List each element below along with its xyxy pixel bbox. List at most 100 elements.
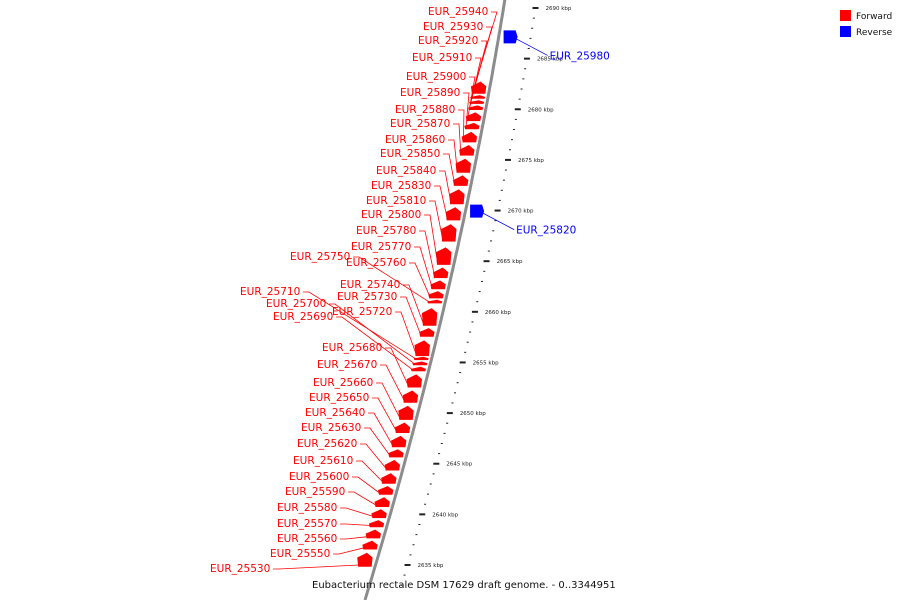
label-leader-forward [403,284,424,325]
gene-arrow-forward [361,539,379,551]
gene-label-forward: EUR_25740 [340,279,400,291]
tick-label: 2675 kbp [518,158,544,164]
gene-label-forward: EUR_25750 [290,251,350,263]
label-leader-forward [385,347,409,386]
gene-label-forward: EUR_25690 [273,311,333,323]
label-leader-forward [443,153,456,185]
label-leader-forward [414,246,433,288]
gene-track [356,30,518,568]
label-leader-forward [303,291,416,359]
gene-label-forward: EUR_25720 [332,306,392,318]
gene-label-forward: EUR_25680 [322,342,382,354]
gene-arrow-forward [370,508,388,519]
gene-label-forward: EUR_25870 [390,118,450,130]
tick-label: 2665 kbp [497,259,523,265]
gene-arrow-reverse [503,30,518,44]
genome-caption: Eubacterium rectale DSM 17629 draft geno… [312,580,616,591]
label-leader-forward [472,11,498,93]
label-leader-reverse [513,37,548,56]
gene-arrow-forward [368,519,385,528]
label-leader-forward [353,256,430,303]
strand-legend: Forward Reverse [840,10,893,38]
label-leader-forward [333,547,365,555]
gene-arrow-forward [454,158,472,174]
gene-arrow-forward [356,552,374,568]
gene-arrow-forward [364,528,382,540]
gene-label-forward: EUR_25710 [240,286,300,298]
gene-label-forward: EUR_25590 [285,486,345,498]
tick-label: 2670 kbp [508,209,534,215]
gene-arrow-forward [411,360,429,366]
label-leader-forward [424,214,439,264]
gene-label-forward: EUR_25530 [210,563,270,575]
gene-arrow-forward [402,389,419,404]
gene-label-forward: EUR_25890 [400,87,460,99]
label-leader-forward [463,92,470,128]
gene-label-reverse: EUR_25820 [516,225,576,237]
legend-reverse-swatch [840,26,851,37]
gene-label-forward: EUR_25830 [371,180,431,192]
gene-label-forward: EUR_25900 [406,71,466,83]
gene-arrow-forward [384,459,401,472]
gene-label-forward: EUR_25730 [337,291,397,303]
tick-label: 2650 kbp [460,411,486,417]
gene-arrow-forward [412,356,430,361]
gene-label-forward: EUR_25670 [317,359,377,371]
gene-label-forward: EUR_25620 [297,438,357,450]
label-leader-forward [356,460,384,483]
gene-arrow-forward [432,266,450,279]
genome-backbone [363,0,507,600]
gene-label-forward: EUR_25650 [309,392,369,404]
gene-arrow-forward [461,131,478,143]
gene-arrow-forward [429,279,447,290]
label-leader-forward [348,491,377,506]
gene-label-forward: EUR_25860 [385,134,445,146]
gene-label-forward: EUR_25610 [293,455,353,467]
gene-arrow-forward [458,144,476,157]
gene-arrow-forward [387,448,405,459]
gene-label-forward: EUR_25910 [412,52,472,64]
gene-arrow-forward [452,174,470,187]
gene-arrow-forward [426,299,444,305]
gene-label-forward: EUR_25580 [277,502,337,514]
gene-arrow-reverse [470,204,485,218]
gene-arrow-forward [468,99,486,105]
gene-arrow-forward [413,339,431,357]
label-leader-forward [395,311,417,355]
legend-forward-swatch [840,10,851,21]
label-leader-forward [329,303,415,364]
label-leader-forward [340,507,374,517]
label-leader-forward [376,382,401,419]
gene-label-forward: EUR_25920 [418,35,478,47]
gene-label-forward: EUR_25640 [305,407,365,419]
legend-forward-label: Forward [856,12,892,22]
gene-label-forward: EUR_25630 [301,422,361,434]
gene-arrow-forward [405,373,423,389]
label-leader-forward [434,185,448,219]
gene-label-forward: EUR_25930 [423,21,483,33]
tick-label: 2640 kbp [432,512,458,518]
gene-arrow-forward [435,246,453,266]
label-leader-forward [340,523,371,526]
label-leader-forward [360,443,387,470]
gene-arrow-forward [465,111,482,122]
label-leader-forward [429,200,444,241]
gene-arrow-forward [410,366,427,372]
gene-label-forward: EUR_25560 [277,533,337,545]
label-leader-forward [380,364,405,402]
gene-label-forward: EUR_25840 [376,165,436,177]
gene-label-forward: EUR_25850 [380,148,440,160]
tick-label: 2655 kbp [473,360,499,366]
tick-label: 2645 kbp [446,462,472,468]
tick-label: 2635 kbp [418,563,444,569]
legend-reverse-label: Reverse [856,28,893,38]
label-leader-forward [352,476,380,494]
gene-label-forward: EUR_25810 [366,195,426,207]
gene-label-reverse: EUR_25980 [550,50,610,62]
label-leaders [273,11,548,570]
gene-label-forward: EUR_25660 [313,377,373,389]
scale-ticks: 2635 kbp 2640 kbp 2645 kbp 2650 kbp 2655 kbp… [400,6,572,586]
tick-label: 2680 kbp [528,107,554,113]
label-leader-forward [458,109,465,141]
